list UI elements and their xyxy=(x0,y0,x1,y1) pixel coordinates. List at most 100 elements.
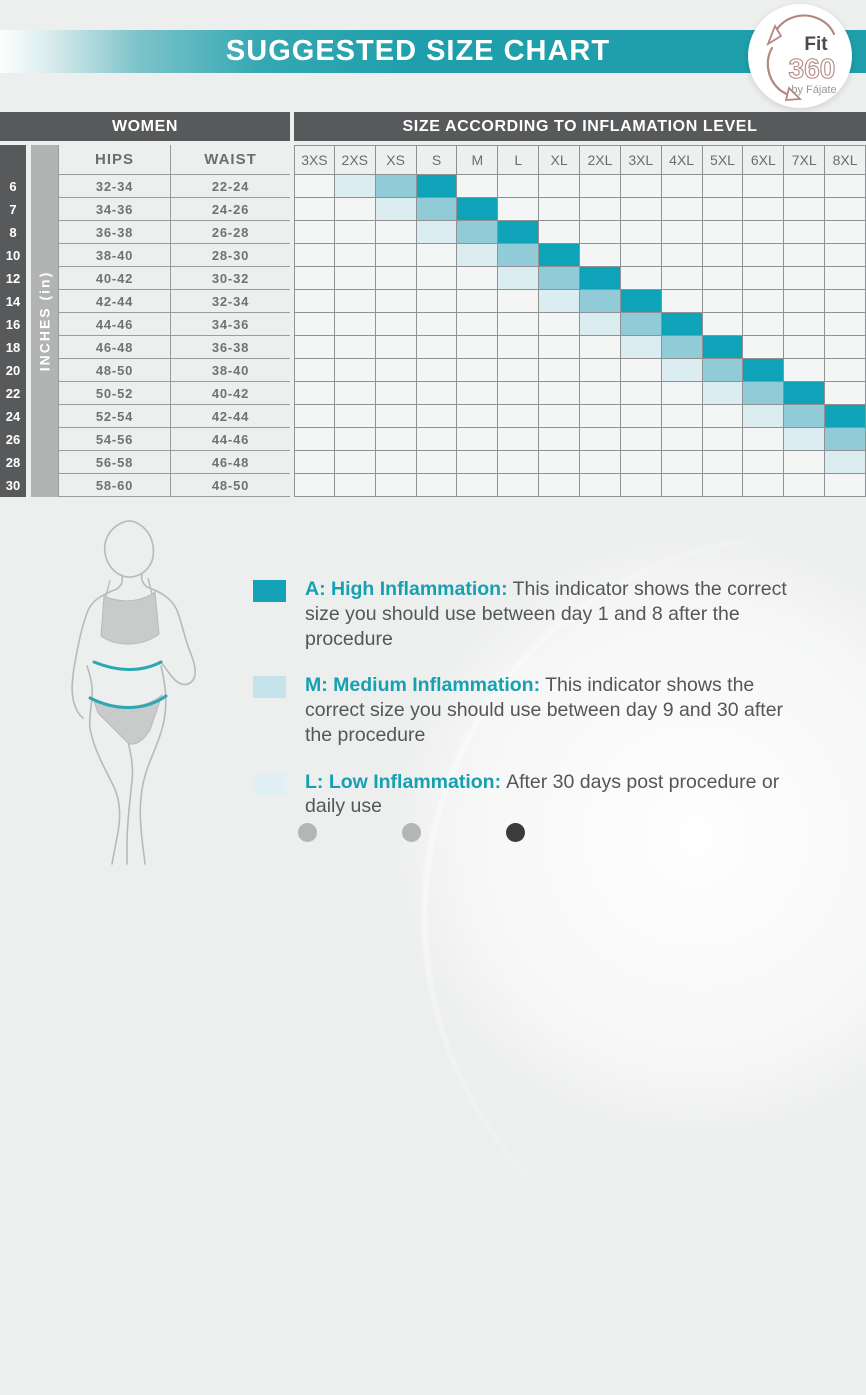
size-cell xyxy=(375,474,417,497)
size-cell xyxy=(702,451,744,474)
size-cell xyxy=(702,221,744,244)
hips-column-header: HIPS xyxy=(58,145,170,175)
size-cell xyxy=(294,198,335,221)
size-cell-l xyxy=(825,451,866,474)
size-cell-m xyxy=(416,198,458,221)
size-cell xyxy=(661,221,703,244)
size-cell-m xyxy=(702,359,744,382)
carousel-dot-1[interactable] xyxy=(298,823,317,842)
size-cell xyxy=(539,428,580,451)
size-cell-m xyxy=(539,267,580,290)
size-cell-a xyxy=(784,382,826,405)
size-cell xyxy=(580,451,621,474)
size-cell xyxy=(498,198,540,221)
legend-text-low: After 30 days post procedure or daily us… xyxy=(305,770,780,818)
size-cell xyxy=(498,313,540,336)
size-cell xyxy=(539,313,580,336)
size-cell-m xyxy=(825,428,866,451)
row-inches-value: 18 xyxy=(5,340,21,355)
women-header-bar: WOMEN xyxy=(0,112,290,141)
inches-axis-label: INCHES (in) xyxy=(36,270,53,372)
size-cell xyxy=(334,474,376,497)
size-cell xyxy=(661,244,703,267)
size-cell xyxy=(375,290,417,313)
woman-figure-graphic xyxy=(71,520,196,865)
legend-text-high: This indicator shows the correct size yo… xyxy=(305,578,787,650)
size-cell xyxy=(661,267,703,290)
size-cell xyxy=(294,221,335,244)
size-cell xyxy=(661,428,703,451)
row-inches-value: 24 xyxy=(5,409,21,424)
row-hips-value: 54-56 xyxy=(58,428,170,451)
size-cell-l xyxy=(539,290,580,313)
size-cell xyxy=(661,175,703,198)
size-column-header: 3XS xyxy=(294,145,335,175)
size-cell xyxy=(620,244,662,267)
legend-text-medium: This indicator shows the correct size yo… xyxy=(305,674,784,746)
size-cell xyxy=(620,175,662,198)
size-cell xyxy=(334,221,376,244)
size-cell xyxy=(580,198,621,221)
size-cell xyxy=(539,198,580,221)
row-inches-value: 10 xyxy=(5,248,21,263)
row-hips-value: 48-50 xyxy=(58,359,170,382)
size-cell xyxy=(416,474,458,497)
size-cell xyxy=(498,336,540,359)
size-column-header: M xyxy=(457,145,499,175)
size-cell xyxy=(498,290,540,313)
row-hips-value: 56-58 xyxy=(58,451,170,474)
size-cell xyxy=(743,290,785,313)
medium-inflammation-swatch-icon xyxy=(253,676,286,699)
size-cell xyxy=(784,313,826,336)
size-cell xyxy=(620,451,662,474)
size-cell xyxy=(457,451,499,474)
size-cell-a xyxy=(661,313,703,336)
row-hips-value: 32-34 xyxy=(58,175,170,198)
size-cell xyxy=(416,451,458,474)
row-waist-value: 36-38 xyxy=(170,336,290,359)
size-cell xyxy=(294,359,335,382)
size-cell xyxy=(539,474,580,497)
size-column-header: 2XL xyxy=(580,145,621,175)
size-cell xyxy=(620,382,662,405)
inches-number-column xyxy=(0,145,26,497)
fit360-logo-graphic: Fit 360 by Fájate xyxy=(766,14,837,101)
size-cell xyxy=(825,221,866,244)
carousel-dot-2[interactable] xyxy=(402,823,421,842)
size-cell xyxy=(539,221,580,244)
size-cell xyxy=(702,267,744,290)
size-cell xyxy=(743,198,785,221)
size-cell xyxy=(457,382,499,405)
size-cell xyxy=(375,451,417,474)
size-cell xyxy=(702,474,744,497)
size-column-header: 6XL xyxy=(743,145,785,175)
size-cell-m xyxy=(661,336,703,359)
row-waist-value: 44-46 xyxy=(170,428,290,451)
size-cell xyxy=(743,175,785,198)
size-cell xyxy=(416,336,458,359)
size-cell xyxy=(661,382,703,405)
size-cell xyxy=(457,313,499,336)
row-waist-value: 32-34 xyxy=(170,290,290,313)
size-cell xyxy=(580,175,621,198)
size-cell xyxy=(784,451,826,474)
size-column-header: 7XL xyxy=(784,145,826,175)
size-cell xyxy=(620,428,662,451)
carousel-dot-3[interactable] xyxy=(506,823,525,842)
size-column-header: 2XS xyxy=(334,145,376,175)
size-cell xyxy=(825,313,866,336)
size-cell xyxy=(661,405,703,428)
size-cell-a xyxy=(416,175,458,198)
size-cell xyxy=(743,474,785,497)
woman-figure-illustration xyxy=(38,516,250,866)
size-column-header: XS xyxy=(375,145,417,175)
row-hips-value: 42-44 xyxy=(58,290,170,313)
size-cell xyxy=(498,382,540,405)
size-cell xyxy=(334,198,376,221)
size-cell-m xyxy=(784,405,826,428)
row-waist-value: 46-48 xyxy=(170,451,290,474)
size-cell xyxy=(334,382,376,405)
size-cell xyxy=(498,175,540,198)
size-cell-a xyxy=(580,267,621,290)
logo-byfajate-text: by Fájate xyxy=(791,84,836,96)
